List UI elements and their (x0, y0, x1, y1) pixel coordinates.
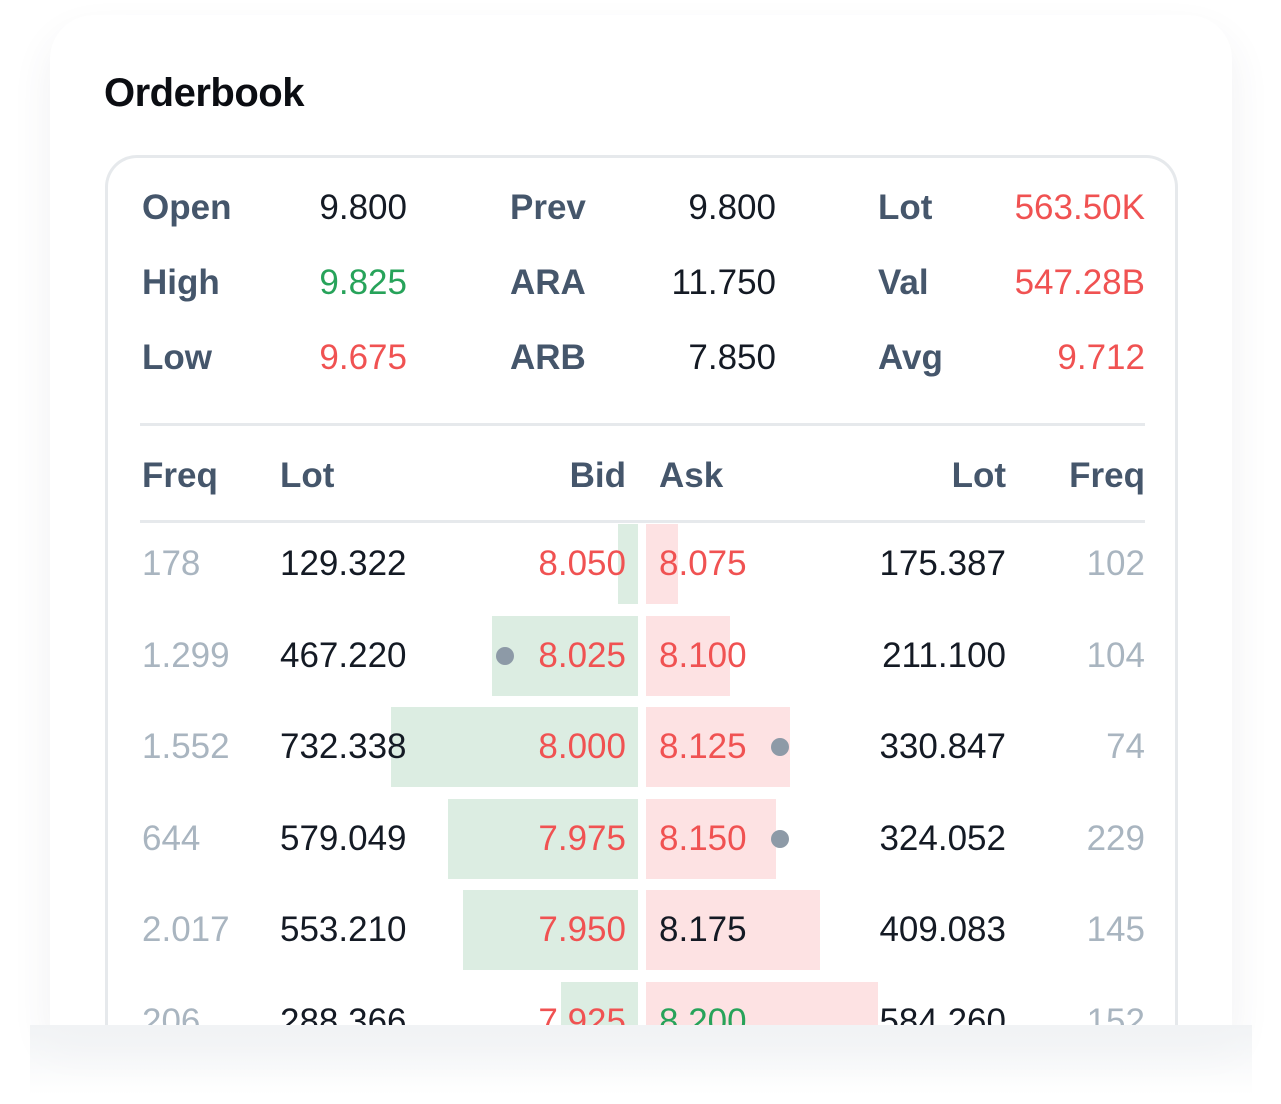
bid-freq: 178 (142, 544, 201, 583)
bid-freq: 1.299 (142, 635, 230, 675)
ask-lot: 175.387 (879, 544, 1006, 583)
stat-label-low: Low (142, 338, 212, 377)
stat-label-prev: Prev (510, 188, 586, 227)
ask-lot: 330.847 (879, 727, 1006, 766)
stat-label-arb: ARB (510, 338, 586, 377)
bid-volume-bar (447, 798, 638, 879)
stat-value-ara: 11.750 (671, 263, 776, 302)
bid-lot: 553.210 (280, 910, 407, 949)
bid-price[interactable]: 8.050 (538, 544, 626, 583)
bid-volume-bar (391, 707, 638, 787)
stat-label-val: Val (878, 263, 929, 302)
bid-volume-bar (618, 524, 638, 604)
ask-freq: 145 (1086, 910, 1145, 949)
stat-label-ara: ARA (510, 263, 586, 302)
bid-price[interactable]: 8.000 (538, 727, 626, 766)
ask-order-dot-icon (771, 738, 789, 756)
bid-volume-bar (561, 981, 638, 1025)
bid-order-dot-icon (496, 646, 514, 665)
bid-lot: 579.049 (280, 818, 407, 858)
ask-price[interactable]: 8.175 (659, 910, 747, 949)
header-ask: Ask (659, 456, 724, 495)
orderbook-card: Orderbook Open 9.800 Prev 9.800 Lot 563.50K Hi… (50, 15, 1232, 1025)
ask-lot: 324.052 (879, 818, 1006, 858)
ask-volume-bar (646, 798, 776, 879)
stat-value-high: 9.825 (319, 263, 407, 302)
ask-freq: 102 (1086, 544, 1145, 583)
ask-volume-bar (646, 524, 679, 604)
ask-freq: 104 (1086, 635, 1145, 675)
stat-value-low: 9.675 (319, 338, 407, 377)
stat-value-arb: 7.850 (688, 338, 776, 377)
ask-lot: 409.083 (879, 910, 1006, 949)
header-ask-freq: Freq (1069, 456, 1145, 495)
bid-freq: 206 (142, 1001, 201, 1026)
header-bid-lot: Lot (280, 456, 335, 495)
bid-volume-bar (492, 615, 638, 696)
ask-lot: 211.100 (882, 635, 1006, 675)
bid-price[interactable]: 7.975 (538, 818, 626, 858)
stat-value-val: 547.28B (1014, 263, 1145, 302)
header-bid-freq: Freq (142, 456, 218, 495)
header-ask-lot: Lot (951, 456, 1006, 495)
ask-freq: 74 (1106, 727, 1145, 766)
card-bottom-shadow (30, 1025, 1252, 1095)
page-title: Orderbook (104, 71, 304, 115)
bid-freq: 1.552 (142, 727, 230, 766)
stat-label-lot: Lot (878, 188, 933, 227)
stat-label-high: High (142, 263, 220, 302)
stat-value-prev: 9.800 (688, 188, 776, 227)
ask-price[interactable]: 8.100 (659, 635, 747, 675)
bid-volume-bar (462, 890, 638, 970)
bid-price[interactable]: 7.950 (538, 910, 626, 949)
ask-lot: 584.260 (879, 1001, 1006, 1026)
bid-freq: 644 (142, 818, 201, 858)
ask-price[interactable]: 8.075 (659, 544, 747, 583)
bid-price[interactable]: 7.925 (538, 1001, 626, 1026)
ask-freq: 152 (1086, 1001, 1145, 1026)
ask-price[interactable]: 8.150 (659, 818, 747, 858)
ask-freq: 229 (1086, 818, 1145, 858)
header-bid: Bid (569, 456, 626, 495)
orderbook-panel (105, 155, 1178, 1025)
ask-price[interactable]: 8.200 (659, 1001, 747, 1026)
bid-lot: 467.220 (280, 635, 407, 675)
ask-volume-bar (646, 615, 730, 696)
stats-divider (140, 423, 1145, 426)
bid-lot: 732.338 (280, 727, 407, 766)
bid-freq: 2.017 (142, 910, 230, 949)
bid-price[interactable]: 8.025 (538, 635, 626, 675)
ask-volume-bar (646, 981, 878, 1025)
stat-value-lot: 563.50K (1014, 188, 1145, 227)
bid-lot: 288.366 (280, 1001, 407, 1026)
header-divider (140, 520, 1145, 523)
stat-value-open: 9.800 (319, 188, 407, 227)
bid-lot: 129.322 (280, 544, 407, 583)
stat-label-avg: Avg (878, 338, 943, 377)
stat-label-open: Open (142, 188, 232, 227)
ask-price[interactable]: 8.125 (659, 727, 747, 766)
ask-volume-bar (646, 707, 790, 787)
ask-volume-bar (646, 890, 820, 970)
stat-value-avg: 9.712 (1057, 338, 1145, 377)
ask-order-dot-icon (771, 829, 789, 848)
